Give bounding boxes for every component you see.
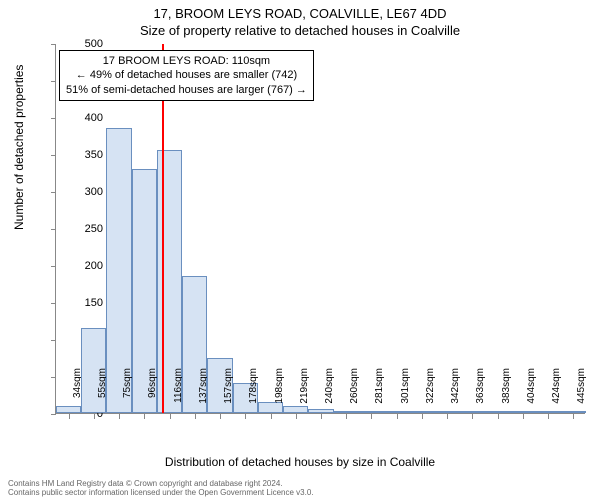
x-tick-mark xyxy=(69,414,70,419)
y-tick-mark xyxy=(51,155,56,156)
x-tick-mark xyxy=(447,414,448,419)
x-tick-mark xyxy=(523,414,524,419)
annotation-line: 17 BROOM LEYS ROAD: 110sqm xyxy=(66,54,307,68)
attribution-line-1: Contains HM Land Registry data © Crown c… xyxy=(8,479,314,489)
x-tick-mark xyxy=(573,414,574,419)
y-tick-mark xyxy=(51,303,56,304)
x-tick-mark xyxy=(296,414,297,419)
x-tick-mark xyxy=(498,414,499,419)
x-tick-mark xyxy=(321,414,322,419)
x-tick-mark xyxy=(548,414,549,419)
histogram-chart: 05010015020025030035040045050034sqm55sqm… xyxy=(55,44,585,414)
y-tick-label: 350 xyxy=(63,149,103,161)
y-tick-mark xyxy=(51,118,56,119)
y-tick-mark xyxy=(51,377,56,378)
y-tick-label: 300 xyxy=(63,186,103,198)
annotation-box: 17 BROOM LEYS ROAD: 110sqm← 49% of detac… xyxy=(59,50,314,101)
x-tick-mark xyxy=(271,414,272,419)
page-subtitle: Size of property relative to detached ho… xyxy=(0,21,600,38)
x-tick-mark xyxy=(94,414,95,419)
x-tick-mark xyxy=(472,414,473,419)
x-tick-mark xyxy=(346,414,347,419)
y-tick-label: 250 xyxy=(63,223,103,235)
attribution-text: Contains HM Land Registry data © Crown c… xyxy=(8,479,314,498)
y-tick-mark xyxy=(51,192,56,193)
x-tick-mark xyxy=(371,414,372,419)
y-tick-label: 400 xyxy=(63,112,103,124)
annotation-line: 51% of semi-detached houses are larger (… xyxy=(66,83,307,97)
x-axis-label: Distribution of detached houses by size … xyxy=(0,455,600,469)
x-tick-mark xyxy=(195,414,196,419)
x-tick-mark xyxy=(170,414,171,419)
y-tick-label: 500 xyxy=(63,38,103,50)
y-tick-label: 200 xyxy=(63,260,103,272)
y-tick-mark xyxy=(51,81,56,82)
x-tick-mark xyxy=(422,414,423,419)
x-tick-mark xyxy=(119,414,120,419)
x-tick-mark xyxy=(397,414,398,419)
page-title: 17, BROOM LEYS ROAD, COALVILLE, LE67 4DD xyxy=(0,0,600,21)
y-tick-mark xyxy=(51,229,56,230)
x-tick-mark xyxy=(220,414,221,419)
y-tick-mark xyxy=(51,414,56,415)
y-axis-label: Number of detached properties xyxy=(12,65,26,230)
y-tick-mark xyxy=(51,266,56,267)
attribution-line-2: Contains public sector information licen… xyxy=(8,488,314,498)
y-tick-mark xyxy=(51,44,56,45)
x-tick-mark xyxy=(144,414,145,419)
y-tick-mark xyxy=(51,340,56,341)
y-tick-label: 150 xyxy=(63,297,103,309)
x-tick-label: 445sqm xyxy=(576,368,587,418)
annotation-line: ← 49% of detached houses are smaller (74… xyxy=(66,68,307,82)
x-tick-mark xyxy=(245,414,246,419)
